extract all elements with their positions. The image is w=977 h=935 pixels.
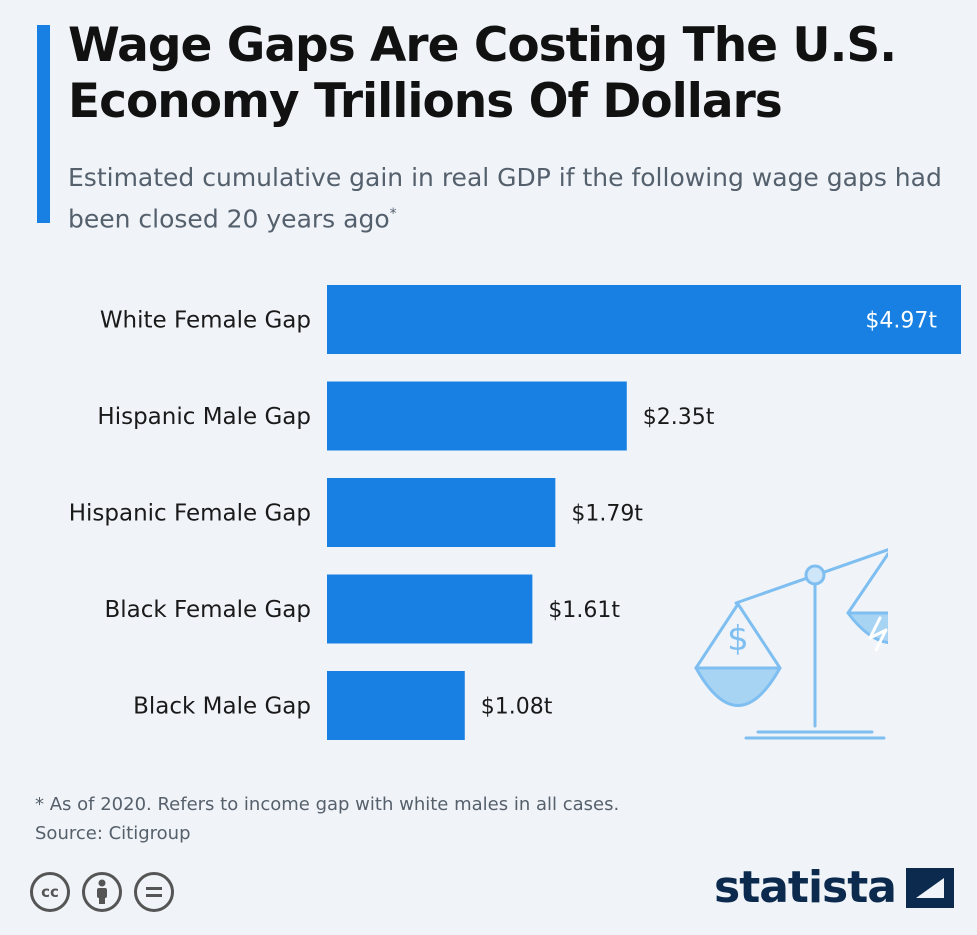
scales-illustration: $ xyxy=(694,548,888,740)
attribution-icon[interactable] xyxy=(82,872,122,912)
statista-logo-icon xyxy=(905,867,954,908)
category-label: Hispanic Female Gap xyxy=(69,501,311,527)
no-derivatives-icon[interactable] xyxy=(134,872,174,912)
dollar-sign-icon: $ xyxy=(727,619,749,659)
chart-title: Wage Gaps Are Costing The U.S. Economy T… xyxy=(68,18,897,129)
bar xyxy=(327,671,465,740)
value-label: $1.79t xyxy=(571,502,643,527)
value-label: $4.97t xyxy=(865,309,937,334)
bar-chart: White Female Gap $4.97t Hispanic Male Gap $… xyxy=(69,285,961,740)
value-label: $2.35t xyxy=(643,405,715,430)
title-accent-bar xyxy=(37,25,50,223)
category-label: White Female Gap xyxy=(100,308,311,334)
scales-icon xyxy=(694,548,888,740)
statista-brand[interactable]: statista xyxy=(714,862,954,913)
subtitle-footnote-marker: * xyxy=(389,206,397,222)
value-label: $1.61t xyxy=(548,598,620,623)
footnote: * As of 2020. Refers to income gap with … xyxy=(35,790,619,848)
bar xyxy=(327,574,533,644)
footnote-source: Source: Citigroup xyxy=(35,823,191,844)
license-icons: cc xyxy=(30,872,174,912)
bar xyxy=(327,285,961,354)
category-label: Hispanic Male Gap xyxy=(97,404,311,430)
statista-wordmark: statista xyxy=(714,862,897,913)
category-label: Black Female Gap xyxy=(104,597,311,623)
value-label: $1.08t xyxy=(481,695,553,720)
chart-subtitle: Estimated cumulative gain in real GDP if… xyxy=(68,160,948,237)
footnote-note: * As of 2020. Refers to income gap with … xyxy=(35,794,620,815)
bar xyxy=(327,478,556,547)
subtitle-text: Estimated cumulative gain in real GDP if… xyxy=(68,163,942,234)
bar xyxy=(327,381,627,451)
cc-icon[interactable]: cc xyxy=(30,872,70,912)
category-label: Black Male Gap xyxy=(133,694,311,720)
